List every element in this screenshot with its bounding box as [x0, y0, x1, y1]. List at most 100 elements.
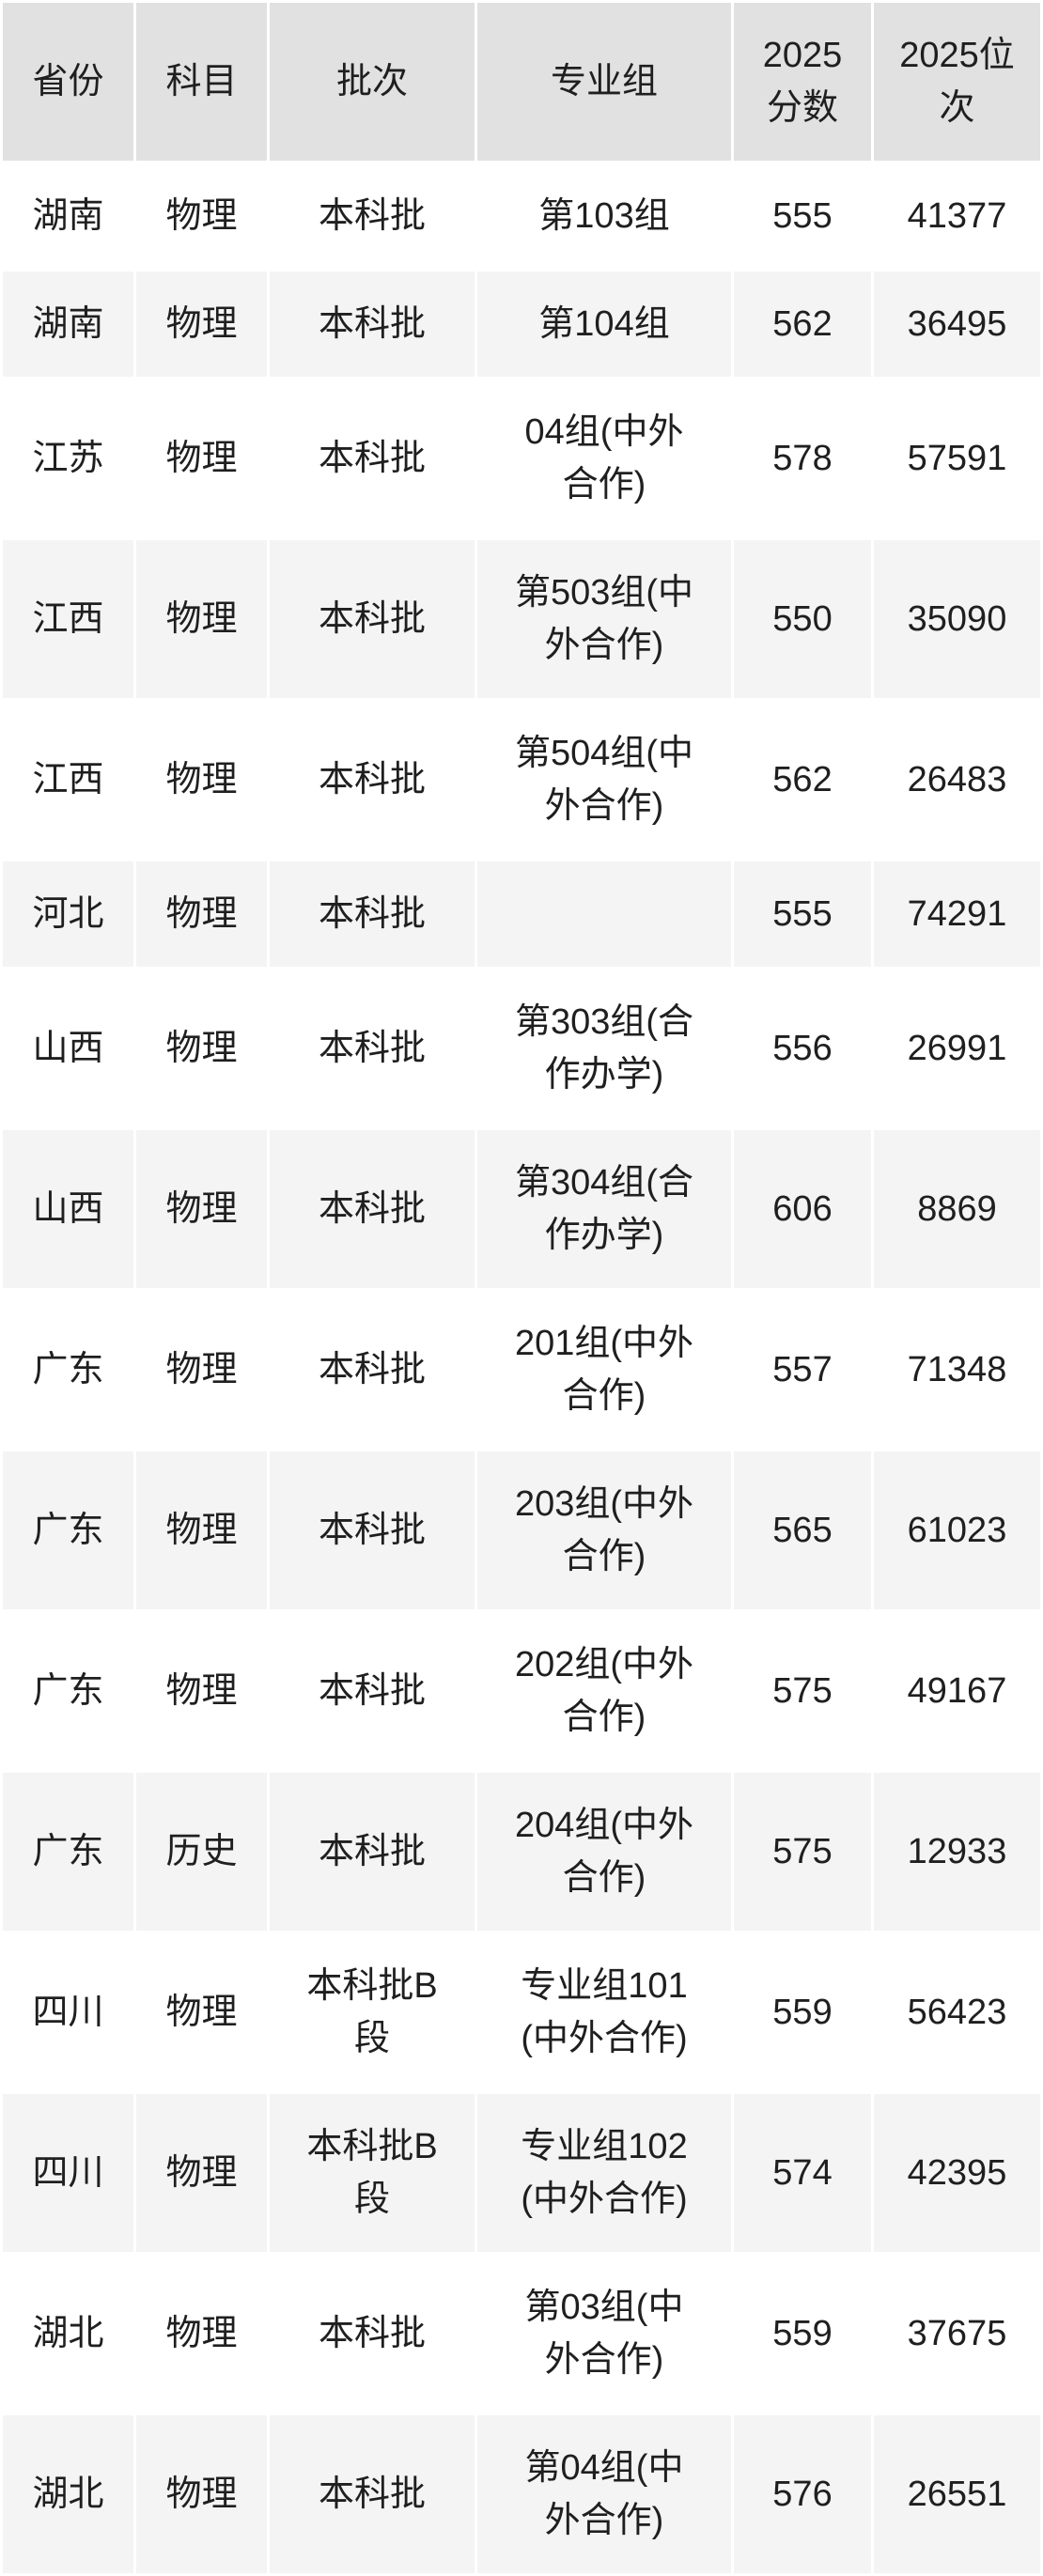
cell-subject: 物理	[136, 1933, 267, 2091]
cell-score: 562	[734, 272, 871, 377]
table-row: 四川 物理 本科批B段 专业组101(中外合作) 559 56423	[3, 1933, 1040, 2091]
cell-major-group: 第103组	[477, 163, 731, 269]
cell-rank: 41377	[874, 163, 1040, 269]
cell-major-group: 204组(中外合作)	[477, 1773, 731, 1931]
header-subject: 科目	[136, 3, 267, 161]
cell-major-group: 203组(中外合作)	[477, 1451, 731, 1609]
cell-score: 606	[734, 1130, 871, 1288]
cell-rank: 71348	[874, 1291, 1040, 1449]
cell-batch: 本科批	[270, 163, 475, 269]
cell-batch: 本科批	[270, 2415, 475, 2573]
cell-subject: 物理	[136, 2255, 267, 2413]
cell-rank: 37675	[874, 2255, 1040, 2413]
cell-major-group: 专业组101(中外合作)	[477, 1933, 731, 2091]
cell-score: 565	[734, 1451, 871, 1609]
cell-major-group: 第303组(合作办学)	[477, 970, 731, 1127]
cell-batch: 本科批	[270, 1451, 475, 1609]
cell-batch: 本科批	[270, 701, 475, 859]
cell-province: 江西	[3, 540, 133, 698]
cell-score: 555	[734, 861, 871, 967]
cell-major-group: 201组(中外合作)	[477, 1291, 731, 1449]
table-row: 湖南 物理 本科批 第103组 555 41377	[3, 163, 1040, 269]
cell-province: 广东	[3, 1773, 133, 1931]
header-batch: 批次	[270, 3, 475, 161]
cell-province: 广东	[3, 1451, 133, 1609]
cell-batch: 本科批B段	[270, 2094, 475, 2252]
cell-rank: 26483	[874, 701, 1040, 859]
cell-province: 江苏	[3, 380, 133, 537]
cell-batch: 本科批	[270, 1291, 475, 1449]
cell-province: 广东	[3, 1291, 133, 1449]
cell-province: 广东	[3, 1612, 133, 1770]
cell-major-group: 第104组	[477, 272, 731, 377]
cell-rank: 42395	[874, 2094, 1040, 2252]
cell-batch: 本科批	[270, 1773, 475, 1931]
cell-subject: 物理	[136, 163, 267, 269]
header-row: 省份 科目 批次 专业组 2025分数 2025位次	[3, 3, 1040, 161]
cell-subject: 物理	[136, 861, 267, 967]
cell-batch: 本科批	[270, 861, 475, 967]
cell-rank: 8869	[874, 1130, 1040, 1288]
cell-subject: 物理	[136, 970, 267, 1127]
table-body: 湖南 物理 本科批 第103组 555 41377 湖南 物理 本科批 第104组 562 36495…	[3, 163, 1040, 2573]
cell-major-group: 第304组(合作办学)	[477, 1130, 731, 1288]
cell-rank: 74291	[874, 861, 1040, 967]
cell-subject: 物理	[136, 1130, 267, 1288]
table-row: 山西 物理 本科批 第303组(合作办学) 556 26991	[3, 970, 1040, 1127]
table-row: 湖南 物理 本科批 第104组 562 36495	[3, 272, 1040, 377]
cell-province: 四川	[3, 1933, 133, 2091]
cell-score: 559	[734, 2255, 871, 2413]
cell-subject: 物理	[136, 1291, 267, 1449]
cell-major-group: 第04组(中外合作)	[477, 2415, 731, 2573]
cell-major-group: 04组(中外合作)	[477, 380, 731, 537]
table-row: 江西 物理 本科批 第503组(中外合作) 550 35090	[3, 540, 1040, 698]
table-row: 湖北 物理 本科批 第03组(中外合作) 559 37675	[3, 2255, 1040, 2413]
cell-rank: 35090	[874, 540, 1040, 698]
cell-rank: 36495	[874, 272, 1040, 377]
cell-score: 575	[734, 1773, 871, 1931]
cell-province: 湖北	[3, 2255, 133, 2413]
cell-batch: 本科批	[270, 1130, 475, 1288]
cell-subject: 历史	[136, 1773, 267, 1931]
cell-batch: 本科批	[270, 380, 475, 537]
cell-batch: 本科批	[270, 2255, 475, 2413]
cell-subject: 物理	[136, 701, 267, 859]
cell-province: 山西	[3, 970, 133, 1127]
cell-score: 559	[734, 1933, 871, 2091]
cell-score: 550	[734, 540, 871, 698]
cell-score: 578	[734, 380, 871, 537]
table-row: 广东 物理 本科批 202组(中外合作) 575 49167	[3, 1612, 1040, 1770]
cell-major-group: 第503组(中外合作)	[477, 540, 731, 698]
cell-rank: 26991	[874, 970, 1040, 1127]
cell-province: 河北	[3, 861, 133, 967]
cell-batch: 本科批B段	[270, 1933, 475, 2091]
table-row: 江苏 物理 本科批 04组(中外合作) 578 57591	[3, 380, 1040, 537]
cell-subject: 物理	[136, 2094, 267, 2252]
cell-subject: 物理	[136, 540, 267, 698]
cell-province: 四川	[3, 2094, 133, 2252]
cell-batch: 本科批	[270, 272, 475, 377]
cell-subject: 物理	[136, 1451, 267, 1609]
cell-major-group	[477, 861, 731, 967]
cell-major-group: 专业组102(中外合作)	[477, 2094, 731, 2252]
cell-batch: 本科批	[270, 970, 475, 1127]
table-row: 湖北 物理 本科批 第04组(中外合作) 576 26551	[3, 2415, 1040, 2573]
cell-score: 574	[734, 2094, 871, 2252]
table-row: 广东 物理 本科批 201组(中外合作) 557 71348	[3, 1291, 1040, 1449]
cell-major-group: 202组(中外合作)	[477, 1612, 731, 1770]
cell-score: 576	[734, 2415, 871, 2573]
cell-score: 562	[734, 701, 871, 859]
cell-major-group: 第03组(中外合作)	[477, 2255, 731, 2413]
cell-score: 555	[734, 163, 871, 269]
table-row: 山西 物理 本科批 第304组(合作办学) 606 8869	[3, 1130, 1040, 1288]
table-row: 四川 物理 本科批B段 专业组102(中外合作) 574 42395	[3, 2094, 1040, 2252]
table-row: 河北 物理 本科批 555 74291	[3, 861, 1040, 967]
cell-subject: 物理	[136, 380, 267, 537]
table-row: 广东 物理 本科批 203组(中外合作) 565 61023	[3, 1451, 1040, 1609]
table-row: 江西 物理 本科批 第504组(中外合作) 562 26483	[3, 701, 1040, 859]
cell-rank: 12933	[874, 1773, 1040, 1931]
header-province: 省份	[3, 3, 133, 161]
cell-rank: 61023	[874, 1451, 1040, 1609]
cell-rank: 57591	[874, 380, 1040, 537]
cell-score: 557	[734, 1291, 871, 1449]
